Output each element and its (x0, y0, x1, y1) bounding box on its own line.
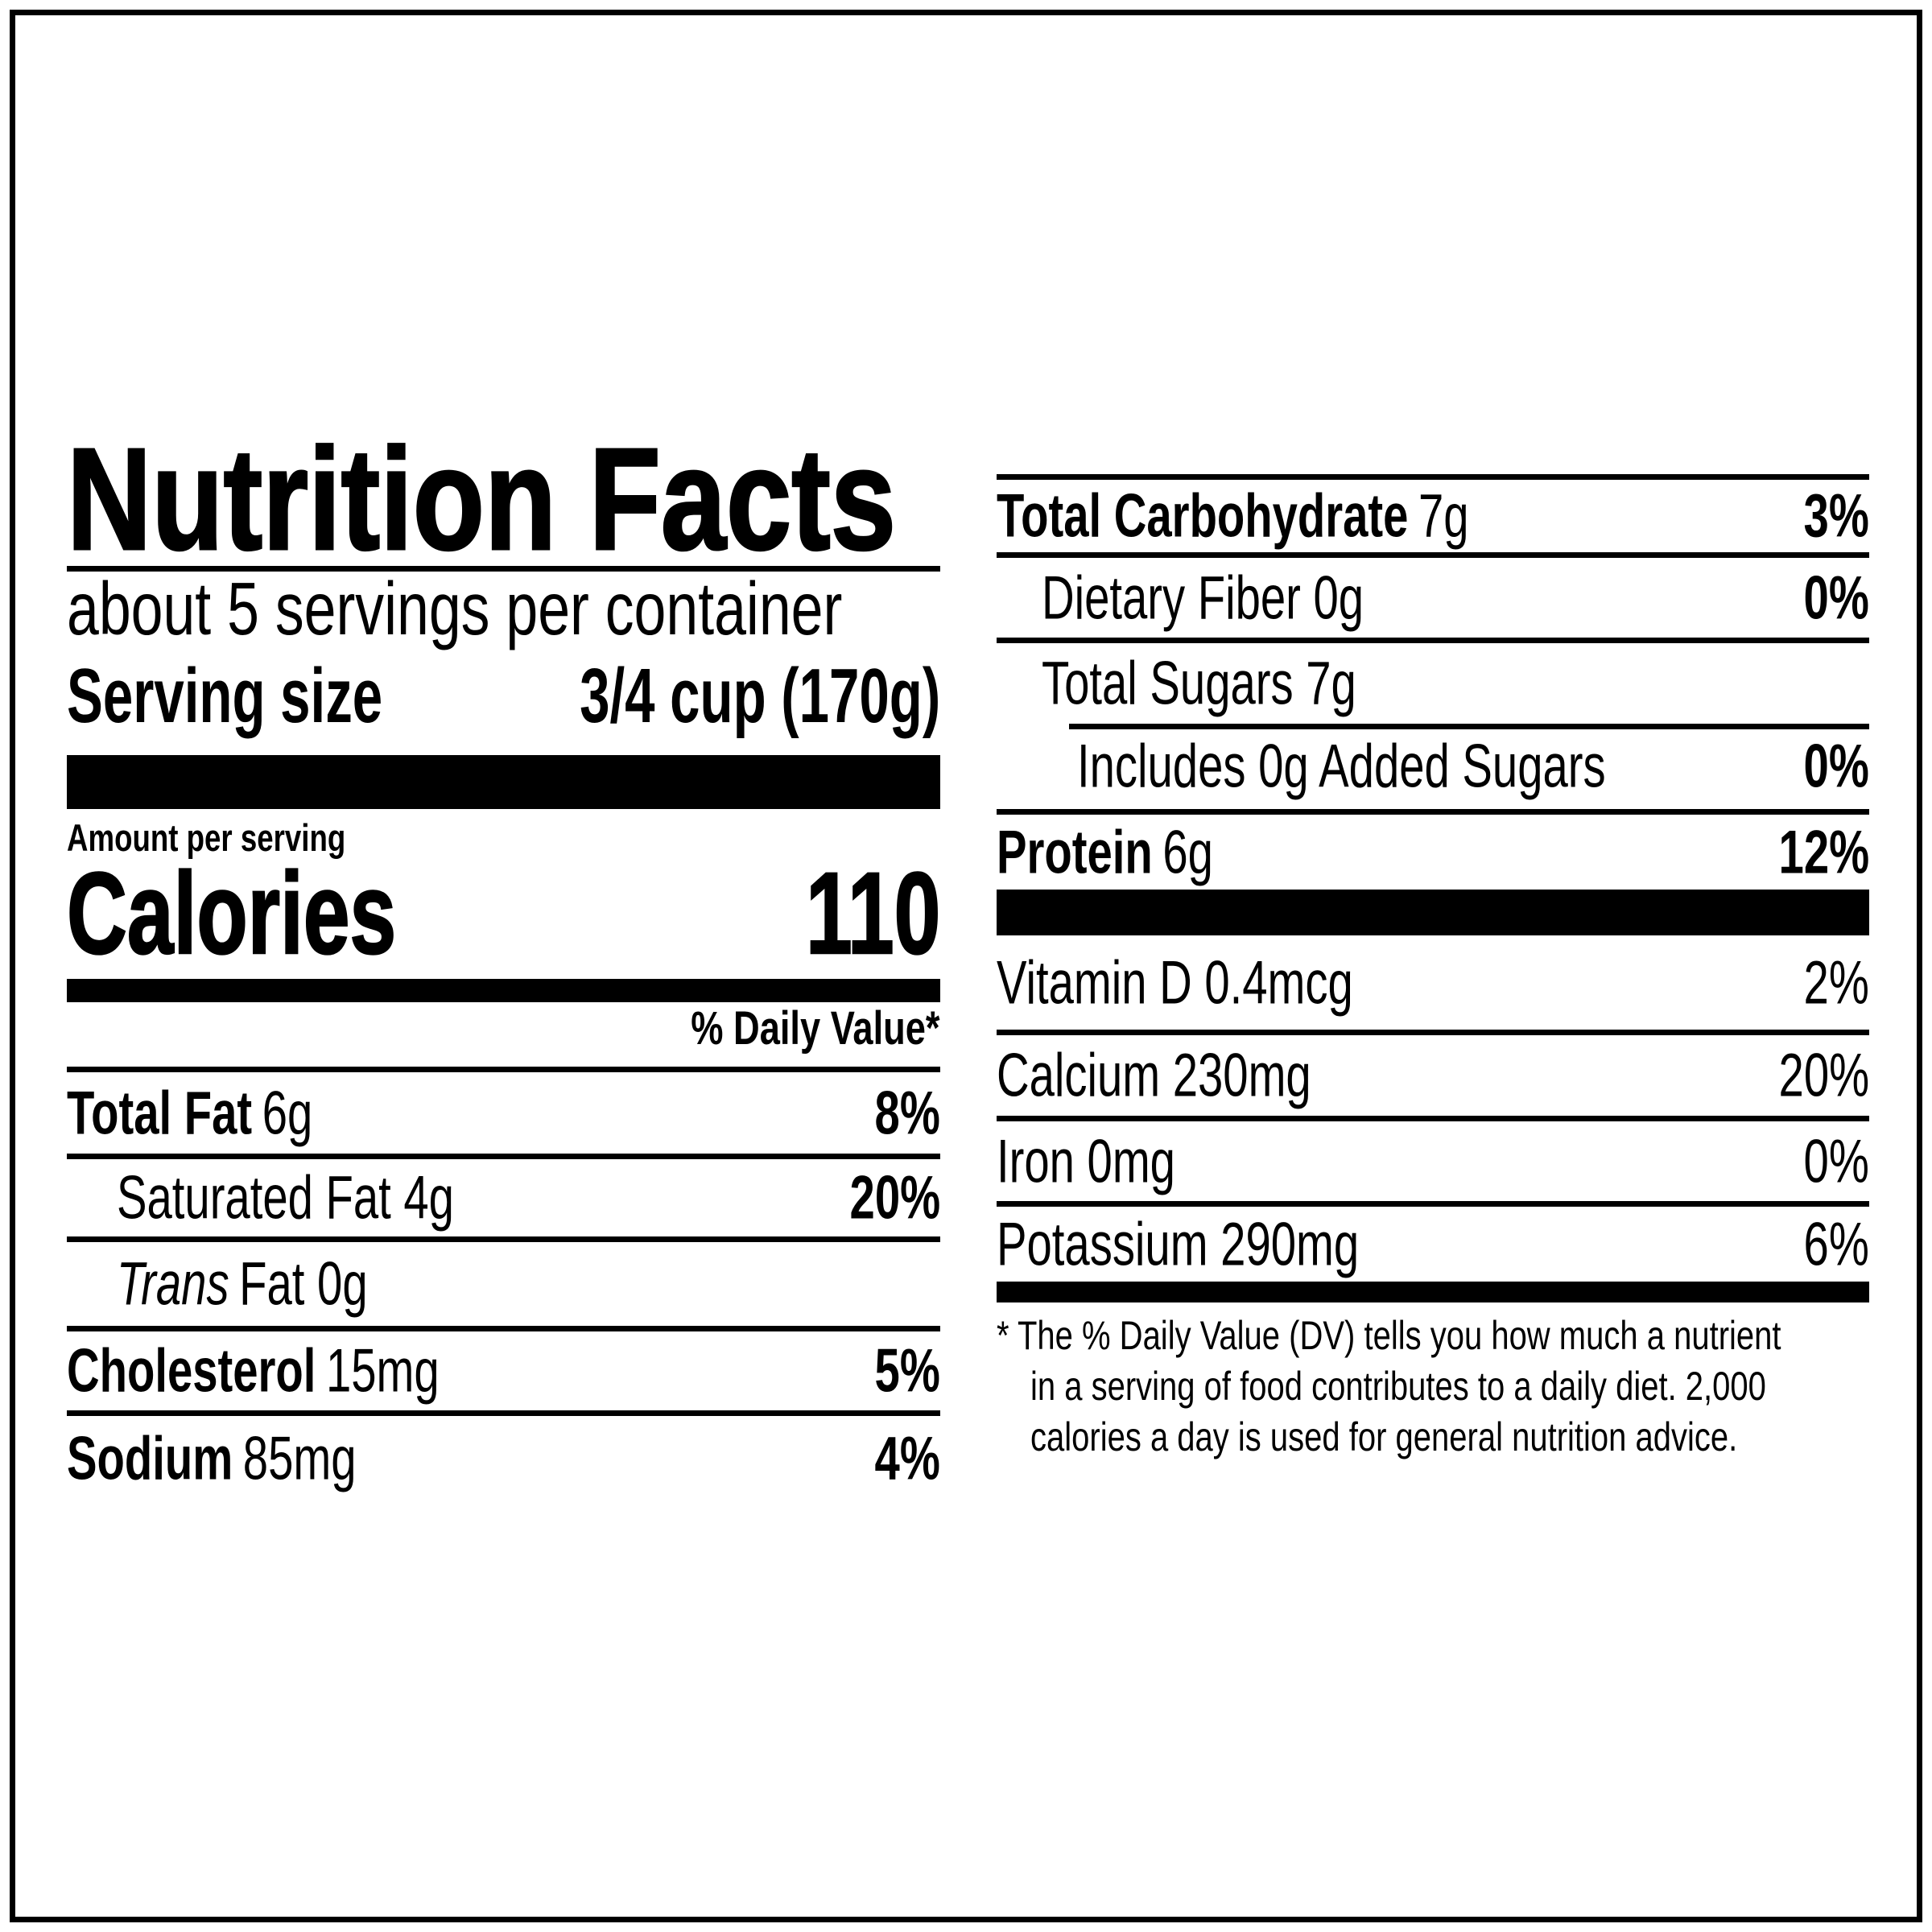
row-cholesterol-dv: 5% (874, 1336, 940, 1406)
row-total-fat-amount: 6g (262, 1079, 313, 1147)
title-divider (67, 566, 940, 572)
row-protein-amount: 6g (1162, 818, 1213, 886)
row-cholesterol-amount: 15mg (325, 1336, 440, 1406)
row-potassium-amount: Potassium 290mg (997, 1210, 1360, 1278)
footnote-line-3: calories a day is used for general nutri… (1030, 1414, 1738, 1459)
separator-bar-medium-left (67, 979, 940, 1002)
svg-text:Nutrition Facts: Nutrition Facts (67, 439, 896, 577)
row-total-carbohydrate-name: Total Carbohydrate (997, 481, 1409, 551)
footnote-line-1: * The % Daily Value (DV) tells you how m… (997, 1313, 1781, 1358)
row-added-sugars-amount: Includes 0g Added Sugars (1077, 732, 1606, 801)
row-total-sugars-amount: Total Sugars 7g (1042, 649, 1356, 718)
row-total-carbohydrate-dv: 3% (1803, 481, 1869, 551)
row-added-sugars-text: Includes 0g Added Sugars (1077, 732, 1606, 802)
servings-per-container-text: about 5 servings per container (67, 567, 843, 650)
row-vitamin-d: Vitamin D 0.4mcg 2% (997, 935, 1869, 1030)
calories-value: 110 (805, 848, 941, 978)
row-protein: Protein 6g 12% (997, 809, 1869, 890)
footnote-line-2: in a serving of food contributes to a da… (1030, 1364, 1766, 1409)
row-protein-text: Protein 6g (997, 817, 1213, 887)
row-dietary-fiber: Dietary Fiber 0g 0% (997, 552, 1869, 638)
row-saturated-fat-amount: Saturated Fat 4g (117, 1163, 454, 1232)
added-sugars-divider (1069, 724, 1869, 729)
row-dietary-fiber-text: Dietary Fiber 0g (1042, 563, 1364, 633)
row-total-sugars-text: Total Sugars 7g (1042, 649, 1356, 719)
row-total-fat: Total Fat 6g 8% (67, 1067, 940, 1154)
row-potassium: Potassium 290mg 6% (997, 1201, 1869, 1282)
row-saturated-fat: Saturated Fat 4g 20% (67, 1154, 940, 1236)
row-total-carbohydrate: Total Carbohydrate 7g 3% (997, 474, 1869, 552)
row-added-sugars: Includes 0g Added Sugars 0% (997, 724, 1869, 809)
row-iron: Iron 0mg 0% (997, 1116, 1869, 1201)
row-calcium-amount: Calcium 230mg (997, 1041, 1311, 1110)
label-border (10, 10, 1922, 1922)
row-saturated-fat-dv: 20% (849, 1163, 940, 1232)
calories-label: Calories (66, 848, 397, 978)
row-total-fat-text: Total Fat 6g (67, 1078, 312, 1148)
row-trans-fat: Trans Fat 0g (67, 1236, 940, 1326)
daily-value-footnote: * The % Daily Value (DV) tells you how m… (997, 1311, 1890, 1463)
separator-bar-thick-left (67, 755, 940, 809)
row-total-carbohydrate-text: Total Carbohydrate 7g (997, 481, 1469, 551)
row-iron-dv: 0% (1803, 1127, 1869, 1195)
row-sodium-amount: 85mg (242, 1424, 357, 1492)
row-trans-fat-amount: Fat 0g (239, 1249, 368, 1319)
row-calcium-text: Calcium 230mg (997, 1041, 1311, 1111)
separator-bar-thick-right (997, 890, 1869, 935)
row-total-fat-name: Total Fat (67, 1079, 253, 1147)
row-iron-amount: Iron 0mg (997, 1127, 1175, 1195)
row-sodium-text: Sodium 85mg (67, 1423, 356, 1493)
row-total-fat-dv: 8% (874, 1079, 940, 1147)
row-calcium-dv: 20% (1778, 1041, 1869, 1110)
row-iron-text: Iron 0mg (997, 1126, 1175, 1196)
row-sodium: Sodium 85mg 4% (67, 1410, 940, 1501)
row-protein-name: Protein (997, 818, 1153, 886)
row-vitamin-d-text: Vitamin D 0.4mcg (997, 947, 1353, 1018)
row-calcium: Calcium 230mg 20% (997, 1030, 1869, 1116)
row-trans-fat-name: Trans (117, 1249, 229, 1319)
row-trans-fat-text: Trans Fat 0g (117, 1249, 368, 1319)
row-total-sugars: Total Sugars 7g (997, 638, 1869, 724)
row-saturated-fat-text: Saturated Fat 4g (117, 1163, 454, 1233)
row-cholesterol: Cholesterol 15mg 5% (67, 1326, 940, 1410)
row-sodium-dv: 4% (874, 1424, 940, 1492)
row-potassium-text: Potassium 290mg (997, 1209, 1359, 1279)
row-potassium-dv: 6% (1803, 1210, 1869, 1278)
row-vitamin-d-dv: 2% (1803, 948, 1869, 1017)
amount-per-serving-text: Amount per serving (67, 816, 346, 859)
row-cholesterol-name: Cholesterol (67, 1336, 316, 1406)
daily-value-header-text: % Daily Value* (691, 1002, 940, 1055)
row-cholesterol-text: Cholesterol 15mg (67, 1336, 440, 1406)
row-sodium-name: Sodium (67, 1424, 233, 1492)
nutrition-facts-title: Nutrition Facts (67, 439, 898, 577)
row-vitamin-d-amount: Vitamin D 0.4mcg (997, 948, 1353, 1017)
row-protein-dv: 12% (1778, 818, 1869, 886)
separator-bar-medium-right (997, 1282, 1869, 1302)
row-dietary-fiber-amount: Dietary Fiber 0g (1042, 564, 1364, 632)
row-total-carbohydrate-amount: 7g (1418, 481, 1469, 551)
row-added-sugars-dv: 0% (1803, 732, 1869, 801)
serving-size-value: 3/4 cup (170g) (579, 653, 940, 739)
serving-size-label: Serving size (67, 653, 383, 739)
row-dietary-fiber-dv: 0% (1803, 564, 1869, 632)
